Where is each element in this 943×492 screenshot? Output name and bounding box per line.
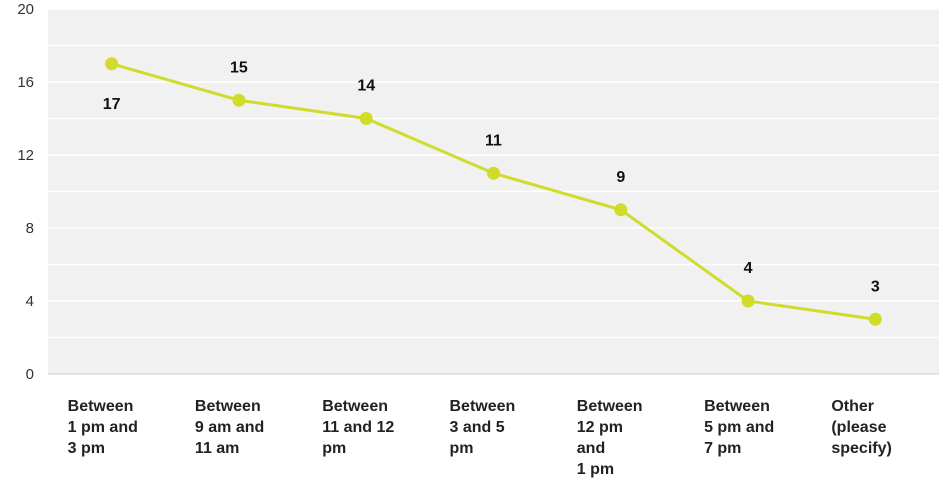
data-points bbox=[105, 57, 882, 326]
y-tick-label: 16 bbox=[17, 74, 34, 91]
y-tick-label: 8 bbox=[26, 220, 34, 237]
data-label: 17 bbox=[103, 96, 121, 113]
x-category-label: Other (please specify) bbox=[831, 398, 892, 457]
data-point bbox=[614, 203, 628, 217]
y-tick-label: 0 bbox=[26, 366, 34, 383]
data-point bbox=[487, 166, 500, 180]
data-point bbox=[868, 312, 882, 326]
x-category-label: Between 9 am and 11 am bbox=[194, 398, 265, 457]
data-point bbox=[359, 112, 373, 125]
data-label: 9 bbox=[616, 169, 625, 186]
data-label: 4 bbox=[744, 260, 753, 277]
data-label: 11 bbox=[485, 132, 502, 149]
gridlines bbox=[48, 8, 939, 375]
data-label: 3 bbox=[871, 278, 880, 295]
x-category-label: Between 11 and 12 pm bbox=[322, 398, 395, 457]
y-axis-ticks: 0 4 8 12 16 20 bbox=[17, 1, 34, 383]
y-tick-label: 20 bbox=[17, 1, 34, 18]
y-tick-label: 4 bbox=[26, 293, 34, 310]
data-point bbox=[741, 294, 755, 308]
data-label: 15 bbox=[230, 59, 248, 76]
data-point bbox=[232, 93, 246, 107]
x-category-label: Between 1 pm and 3 pm bbox=[67, 398, 138, 457]
x-category-label: Between 3 and 5 pm bbox=[449, 398, 516, 457]
x-category-label: Between 5 pm and 7 pm bbox=[704, 398, 775, 457]
data-point bbox=[105, 57, 119, 71]
data-label: 14 bbox=[357, 78, 375, 95]
data-labels: 17 15 14 11 9 4 3 bbox=[103, 59, 880, 295]
y-tick-label: 12 bbox=[17, 147, 34, 164]
x-category-label: Between 12 pm and 1 pm bbox=[576, 398, 643, 478]
